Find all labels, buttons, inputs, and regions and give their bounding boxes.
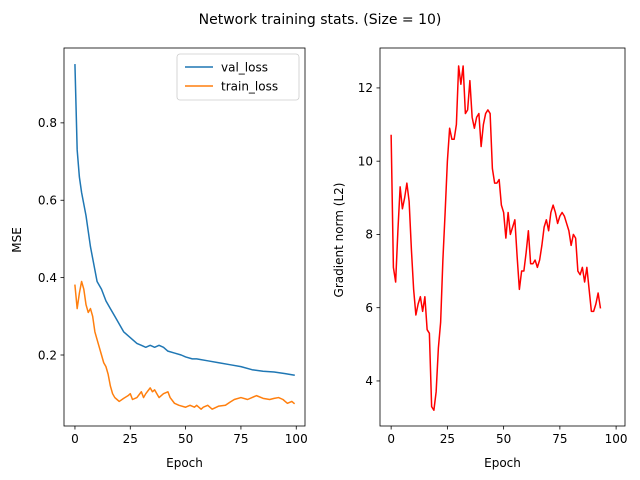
loss-chart-series-val-loss <box>74 64 295 376</box>
gradient-chart-ytick-label: 6 <box>365 301 373 315</box>
gradient-chart-xtick-label: 100 <box>605 432 628 446</box>
loss-chart-xlabel: Epoch <box>166 456 203 470</box>
gradient-chart-ytick-label: 4 <box>365 374 373 388</box>
gradient-chart-ytick-label: 8 <box>365 228 373 242</box>
loss-chart-legend-box <box>176 53 300 101</box>
gradient-chart-ytick-label: 10 <box>358 154 373 168</box>
figure-title: Network training stats. (Size = 10) <box>199 12 442 28</box>
gradient-chart-ytick-label: 12 <box>358 81 373 95</box>
legend-label-train-loss: train_loss <box>221 79 278 93</box>
loss-chart-ytick-label: 0.4 <box>38 271 57 285</box>
loss-chart-xtick-label: 50 <box>178 432 193 446</box>
loss-chart-ylabel: MSE <box>10 227 24 253</box>
gradient-chart-series-line0 <box>390 65 602 411</box>
legend-label-val-loss: val_loss <box>221 60 268 74</box>
loss-chart-xtick-label: 0 <box>71 432 79 446</box>
loss-chart-ytick-label: 0.2 <box>38 348 57 362</box>
loss-chart: Epoch MSE 0 25 50 75 100 0.2 0.4 0.6 0.8 val_loss… <box>10 47 308 470</box>
gradient-chart-xtick-label: 25 <box>440 432 455 446</box>
loss-chart-frame <box>63 47 306 427</box>
gradient-chart-xtick-label: 0 <box>387 432 395 446</box>
loss-chart-xtick-label: 100 <box>285 432 308 446</box>
gradient-chart-xtick-label: 50 <box>496 432 511 446</box>
loss-chart-xtick-label: 75 <box>233 432 248 446</box>
loss-chart-series-train-loss <box>74 280 296 410</box>
gradient-chart: Epoch Gradient norm (L2) 0 25 50 75 100 4 6 8 10… <box>332 47 628 470</box>
gradient-chart-xlabel: Epoch <box>484 456 521 470</box>
loss-chart-legend: val_loss train_loss <box>176 53 300 101</box>
loss-chart-ytick-label: 0.6 <box>38 194 57 208</box>
loss-chart-ytick-label: 0.8 <box>38 116 57 130</box>
gradient-chart-xtick-label: 75 <box>552 432 567 446</box>
gradient-chart-frame <box>379 47 626 427</box>
loss-chart-xtick-label: 25 <box>123 432 138 446</box>
gradient-chart-ylabel: Gradient norm (L2) <box>332 183 346 298</box>
